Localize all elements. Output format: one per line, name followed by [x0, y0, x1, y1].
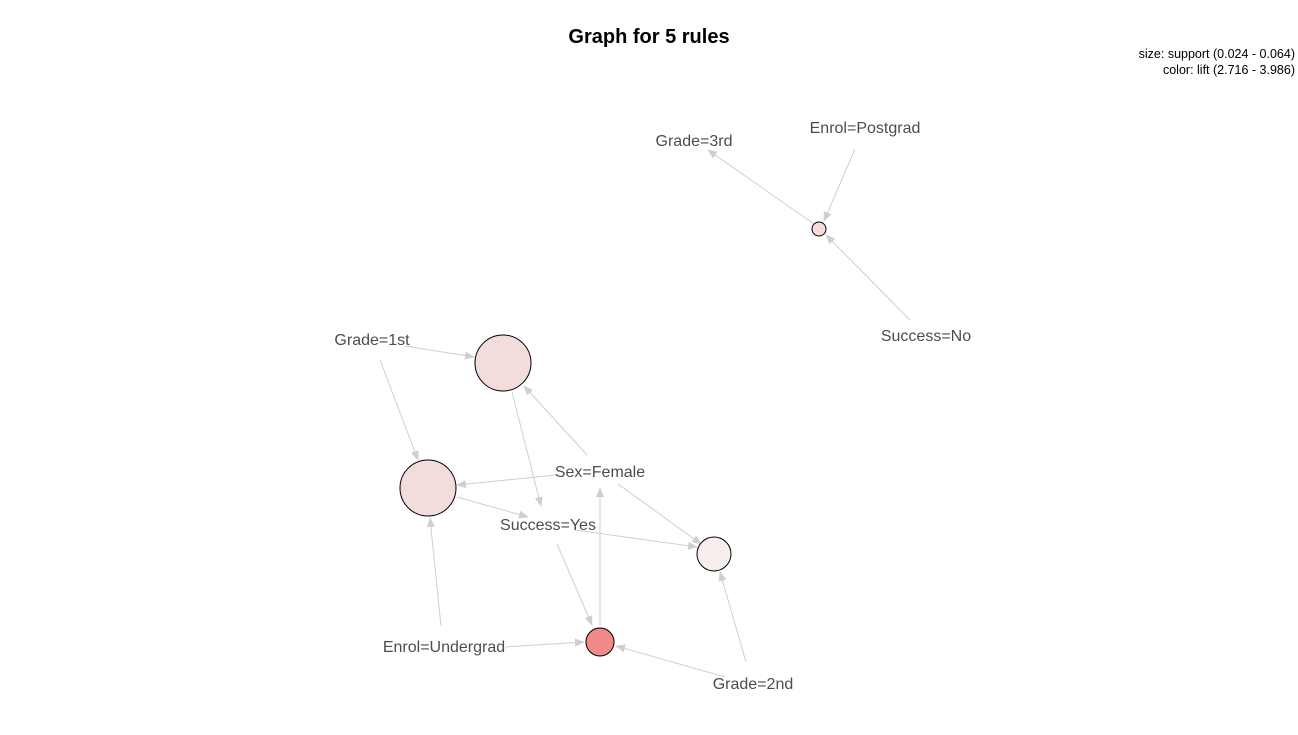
edge-enrolug-r5: [504, 638, 585, 648]
item-label-sexf: Sex=Female: [555, 464, 645, 481]
edge-sexf-r4: [617, 483, 702, 545]
rule-node-r5: [585, 627, 615, 657]
item-label-grade2: Grade=2nd: [713, 676, 794, 693]
rule-node-r4: [696, 536, 732, 572]
edge-grade1-r3: [379, 359, 419, 461]
item-label-successno: Success=No: [881, 328, 971, 345]
edge-sexf-r2: [523, 385, 588, 456]
edge-enrolug-r3: [426, 517, 442, 627]
rule-node-r3: [399, 459, 457, 517]
edge-r3-successyes: [456, 496, 529, 519]
legend-size: size: support (0.024 - 0.064): [1138, 47, 1295, 61]
item-label-grade3: Grade=3rd: [656, 133, 733, 150]
edge-grade2-r5: [615, 644, 726, 678]
edge-successyes-r4: [574, 529, 698, 550]
edge-r2-successyes: [511, 391, 543, 507]
item-label-successyes: Success=Yes: [500, 517, 596, 534]
edge-grade1-r2: [404, 345, 475, 360]
edge-grade2-r4: [718, 571, 747, 663]
edge-successyes-r5: [556, 543, 593, 626]
edge-successno-r1: [825, 234, 911, 321]
edge-enrolpg-r1: [823, 148, 856, 222]
rule-node-r2: [474, 334, 532, 392]
edge-r1-grade3: [707, 149, 815, 225]
edge-sexf-r3: [456, 474, 557, 489]
item-labels: Grade=3rd Enrol=Postgrad Success=No Grad…: [334, 120, 971, 693]
rule-nodes: [399, 221, 827, 657]
item-label-enrolpg: Enrol=Postgrad: [810, 120, 921, 137]
legend: size: support (0.024 - 0.064) color: lif…: [1139, 46, 1295, 78]
legend-color: color: lift (2.716 - 3.986): [1162, 63, 1295, 77]
chart-title: Graph for 5 rules: [568, 26, 730, 48]
rule-node-r1: [811, 221, 827, 237]
edges: [379, 148, 911, 678]
item-label-enrolug: Enrol=Undergrad: [383, 639, 505, 656]
item-label-grade1: Grade=1st: [334, 332, 410, 349]
